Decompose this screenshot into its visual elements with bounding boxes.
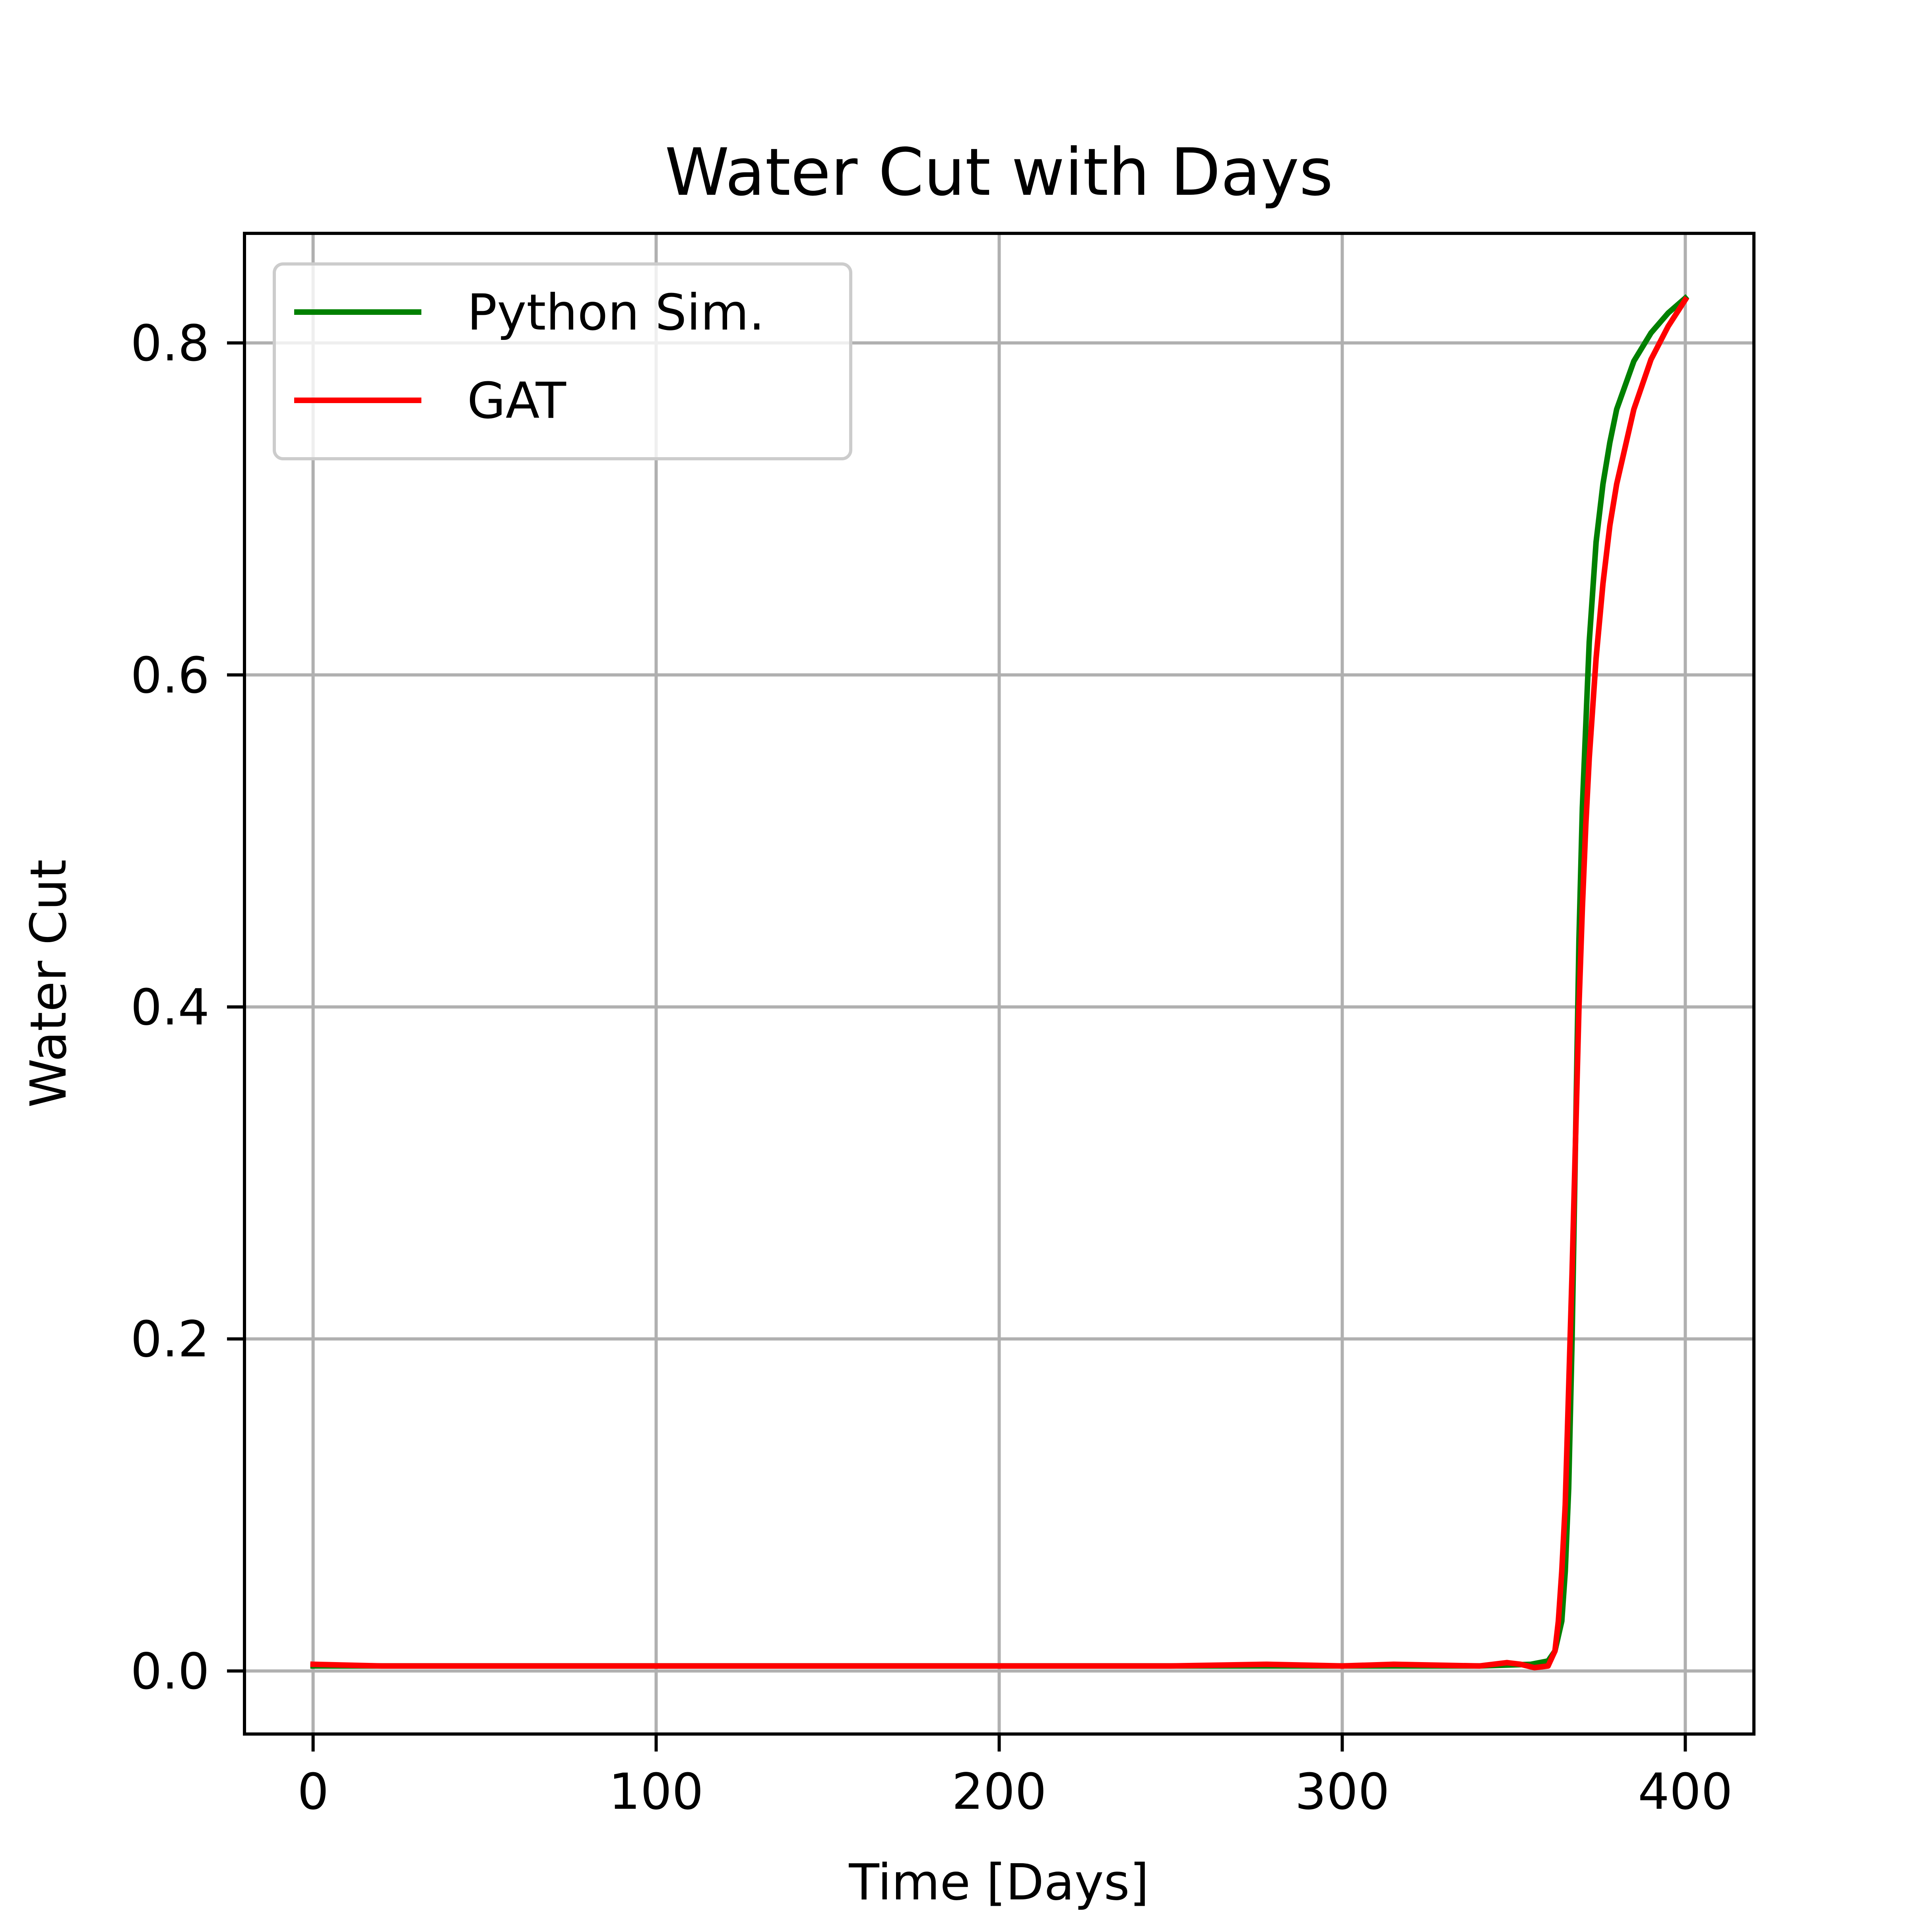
ticks: 0 100 200 300 400 0.0 0.2 0.4 0.6 0.8 (130, 315, 1733, 1821)
x-tick-label: 200 (952, 1763, 1047, 1821)
legend: Python Sim. GAT (273, 262, 852, 460)
y-axis-label: Water Cut (20, 859, 78, 1108)
series-lines (310, 294, 1690, 1670)
series-line-2 (310, 296, 1690, 1670)
y-tick-label: 0.6 (130, 647, 209, 704)
grid (244, 233, 1754, 1734)
y-tick-label: 0.4 (130, 979, 209, 1036)
y-tick-label: 0.0 (130, 1643, 209, 1700)
x-tick-label: 300 (1295, 1763, 1390, 1821)
legend-label-2: GAT (467, 372, 566, 430)
x-axis-label: Time [Days] (848, 1854, 1149, 1911)
chart-title: Water Cut with Days (665, 134, 1333, 210)
y-tick-label: 0.2 (130, 1311, 209, 1368)
x-tick-label: 0 (297, 1763, 329, 1821)
legend-label-1: Python Sim. (467, 284, 765, 341)
y-tick-label: 0.8 (130, 315, 209, 372)
x-tick-label: 100 (609, 1763, 704, 1821)
x-tick-label: 400 (1638, 1763, 1733, 1821)
